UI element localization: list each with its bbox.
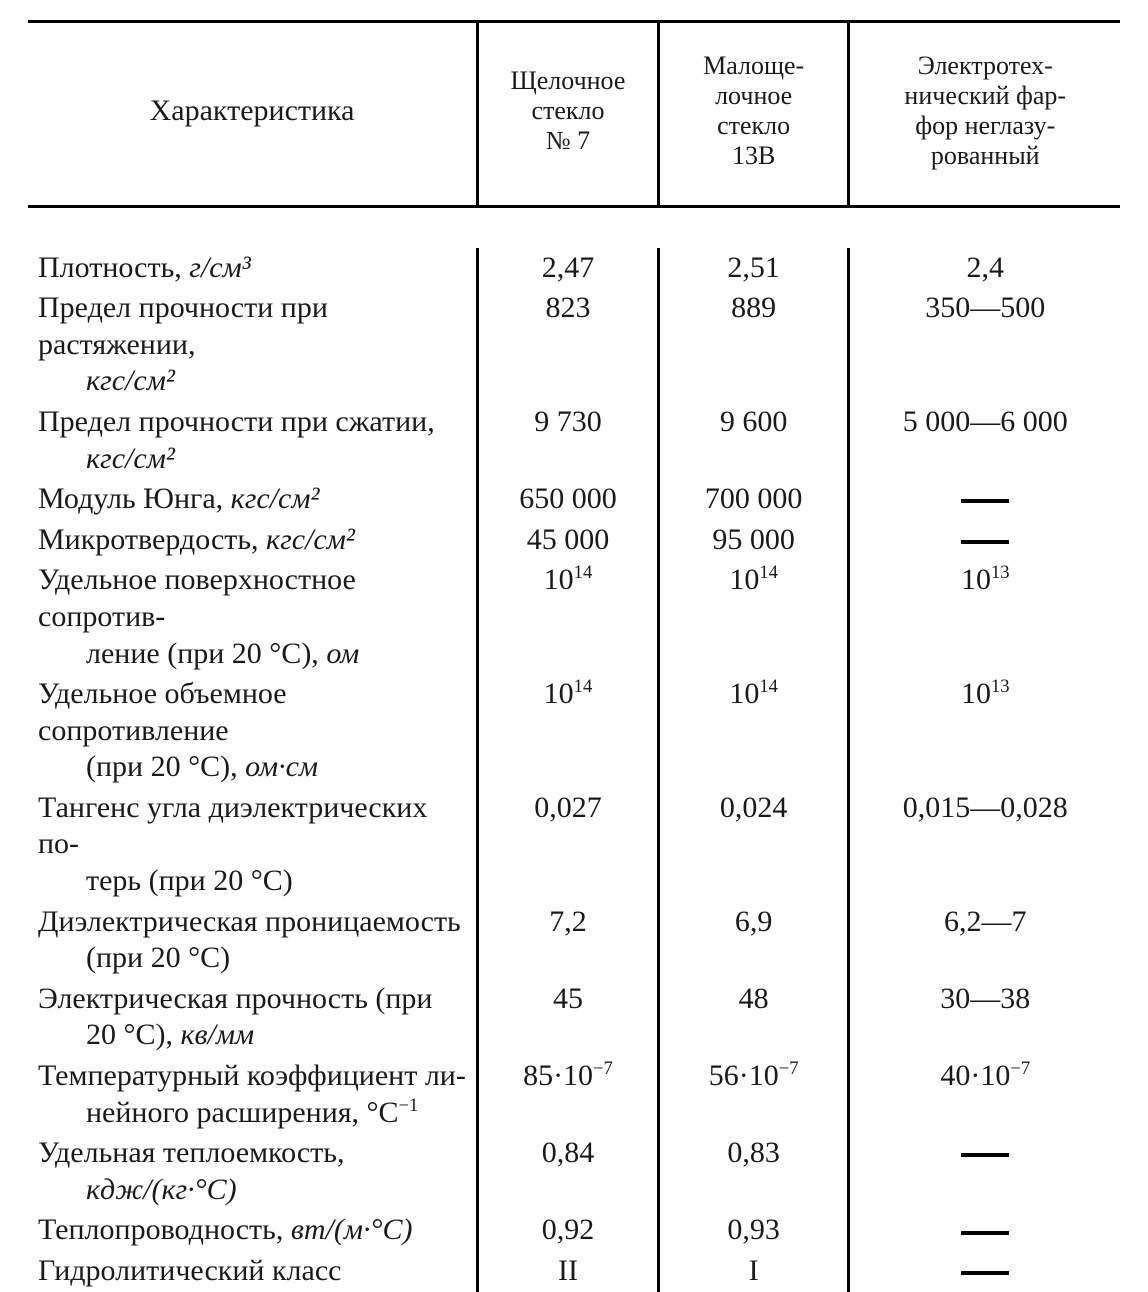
row-label: Модуль Юнга, кгс/см² [28,479,478,520]
table-row: Удельное поверхностное сопротив-ление (п… [28,560,1120,674]
cell-value: 650 000 [478,479,659,520]
cell-value: 0,027 [478,788,659,902]
row-label: Теплопроводность, вт/(м·°C) [28,1210,478,1251]
row-label: Удельное объемное сопротивление(при 20 °… [28,674,478,788]
cell-value: 700 000 [658,479,849,520]
cell-value: 7,2 [478,902,659,979]
cell-value: 6,2—7 [849,902,1120,979]
cell-value: 45 000 [478,520,659,561]
cell-value: 95 000 [658,520,849,561]
table-row: Температурный коэффициент ли-нейного рас… [28,1056,1120,1133]
table-row: Теплопроводность, вт/(м·°C)0,920,93 [28,1210,1120,1251]
table-row: Тангенс угла диэлектрических по-терь (пр… [28,788,1120,902]
row-label: Предел прочности при растяжении,кгс/см² [28,288,478,402]
col-header-low-alkaline-glass-13b: Малоще-лочноестекло13В [658,22,849,207]
table-row: Модуль Юнга, кгс/см²650 000700 000 [28,479,1120,520]
cell-value: 45 [478,979,659,1056]
cell-value: 0,015—0,028 [849,788,1120,902]
cell-value: 85·10−7 [478,1056,659,1133]
row-label: Диэлектрическая проницаемость(при 20 °C) [28,902,478,979]
cell-value: 0,93 [658,1210,849,1251]
table-header-row: Характеристика Щелочноестекло№ 7 Малоще-… [28,22,1120,207]
table-row: Гидролитический классIII [28,1251,1120,1292]
cell-value: 1014 [658,674,849,788]
cell-value: 6,9 [658,902,849,979]
cell-value [849,479,1120,520]
table-row: Электрическая прочность (при20 °C), кв/м… [28,979,1120,1056]
table-row: Микротвердость, кгс/см²45 00095 000 [28,520,1120,561]
col-header-electro-porcelain: Электротех-нический фар-фор неглазу-рова… [849,22,1120,207]
cell-value: 0,92 [478,1210,659,1251]
cell-value: 40·10−7 [849,1056,1120,1133]
cell-value: 2,51 [658,248,849,289]
row-label: Удельное поверхностное сопротив-ление (п… [28,560,478,674]
row-label: Электрическая прочность (при20 °C), кв/м… [28,979,478,1056]
header-body-gap [28,206,1120,248]
col-header-alkaline-glass-7: Щелочноестекло№ 7 [478,22,659,207]
row-label: Температурный коэффициент ли-нейного рас… [28,1056,478,1133]
table-row: Удельная теплоемкость,кдж/(кг·°C)0,840,8… [28,1133,1120,1210]
cell-value: 0,84 [478,1133,659,1210]
cell-value: 1014 [658,560,849,674]
cell-value [849,520,1120,561]
table-row: Удельное объемное сопротивление(при 20 °… [28,674,1120,788]
cell-value: 1013 [849,560,1120,674]
table-row: Плотность, г/см³2,472,512,4 [28,248,1120,289]
cell-value: I [658,1251,849,1292]
cell-value: 1014 [478,560,659,674]
cell-value: 1014 [478,674,659,788]
page: Характеристика Щелочноестекло№ 7 Малоще-… [0,0,1148,1006]
cell-value: 350—500 [849,288,1120,402]
cell-value: 9 730 [478,402,659,479]
cell-value [849,1210,1120,1251]
row-label: Гидролитический класс [28,1251,478,1292]
table-row: Предел прочности при растяжении,кгс/см²8… [28,288,1120,402]
materials-table: Характеристика Щелочноестекло№ 7 Малоще-… [28,20,1120,1292]
table-row: Диэлектрическая проницаемость(при 20 °C)… [28,902,1120,979]
cell-value: 823 [478,288,659,402]
cell-value: 889 [658,288,849,402]
cell-value: 2,4 [849,248,1120,289]
table-body: Плотность, г/см³2,472,512,4Предел прочно… [28,206,1120,1292]
row-label: Тангенс угла диэлектрических по-терь (пр… [28,788,478,902]
cell-value [849,1251,1120,1292]
row-label: Микротвердость, кгс/см² [28,520,478,561]
cell-value: 48 [658,979,849,1056]
cell-value: 56·10−7 [658,1056,849,1133]
row-label: Удельная теплоемкость,кдж/(кг·°C) [28,1133,478,1210]
table-row: Предел прочности при сжатии,кгс/см²9 730… [28,402,1120,479]
cell-value: 0,83 [658,1133,849,1210]
col-header-characteristic: Характеристика [28,22,478,207]
cell-value: 1013 [849,674,1120,788]
cell-value: 5 000—6 000 [849,402,1120,479]
cell-value: 30—38 [849,979,1120,1056]
cell-value: 0,024 [658,788,849,902]
row-label: Плотность, г/см³ [28,248,478,289]
cell-value: 9 600 [658,402,849,479]
cell-value [849,1133,1120,1210]
cell-value: 2,47 [478,248,659,289]
row-label: Предел прочности при сжатии,кгс/см² [28,402,478,479]
cell-value: II [478,1251,659,1292]
